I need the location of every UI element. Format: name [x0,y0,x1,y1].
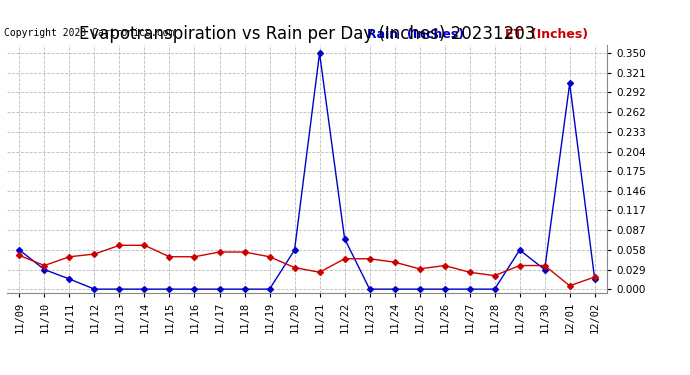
Title: Evapotranspiration vs Rain per Day (Inches) 20231203: Evapotranspiration vs Rain per Day (Inch… [79,26,535,44]
Text: Copyright 2023 Cartronics.com: Copyright 2023 Cartronics.com [4,28,175,38]
Text: ET  (Inches): ET (Inches) [505,28,589,40]
Text: Rain  (Inches): Rain (Inches) [367,28,464,40]
